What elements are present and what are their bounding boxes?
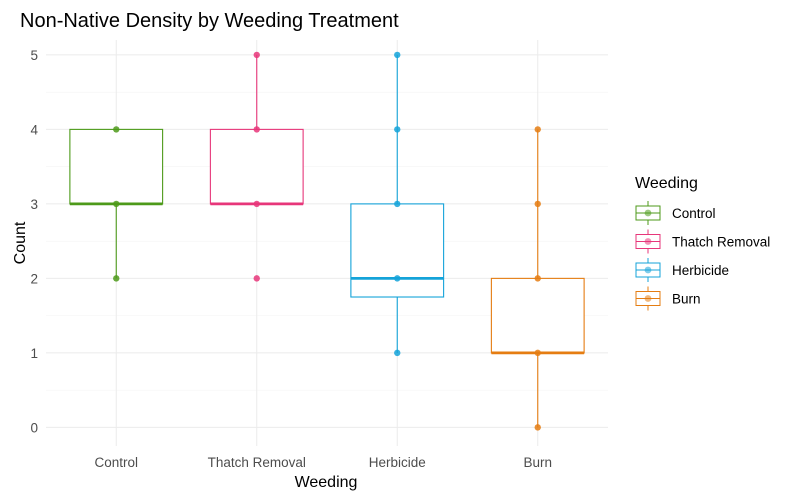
y-tick-label: 0 [30,420,38,435]
y-axis-title: Count [12,221,29,264]
legend-label: Thatch Removal [672,235,770,250]
y-tick-label: 3 [30,197,38,212]
box-control [69,126,164,282]
data-point [394,51,401,59]
y-axis-ticks: 0 1 2 3 4 5 [30,48,38,435]
x-axis-ticks: Control Thatch Removal Herbicide Burn [94,455,552,470]
x-tick-label: Burn [523,455,552,470]
grid [46,40,608,446]
data-point [253,126,260,133]
data-point [113,275,120,282]
x-tick-label: Control [94,455,138,470]
box-body [209,128,304,205]
data-point [534,275,541,282]
legend-label: Control [672,206,716,221]
x-tick-label: Herbicide [369,455,426,470]
legend-label: Burn [672,292,701,307]
data-point [113,200,120,208]
box-body [490,277,585,354]
chart-title: Non-Native Density by Weeding Treatment [20,10,399,32]
box-body [350,203,445,298]
data-point [253,200,260,208]
data-point [394,126,401,133]
legend-title: Weeding [635,175,698,192]
legend-label: Herbicide [672,263,729,278]
legend-key-point [644,295,652,302]
data-point [253,275,260,282]
legend-key-point [644,238,652,245]
x-tick-label: Thatch Removal [208,455,306,470]
legend-key-point [644,266,652,274]
y-tick-label: 2 [30,271,38,286]
legend-item-thatch-removal: Thatch Removal [635,229,770,254]
legend-item-herbicide: Herbicide [635,258,729,282]
legend-key-point [644,209,652,217]
data-point [534,126,541,133]
data-point [253,51,260,59]
legend-item-burn: Burn [635,286,701,311]
box-thatch-removal [209,51,304,282]
legend-item-control: Control [635,201,716,225]
box-herbicide [350,51,445,357]
data-point [534,200,541,208]
y-tick-label: 5 [30,48,38,63]
box-body [69,128,164,205]
box-burn [490,126,585,431]
data-point [394,200,401,208]
boxes [69,51,585,431]
data-point [113,126,120,133]
data-point [394,275,401,282]
data-point [534,424,541,431]
data-point [534,349,541,357]
legend: Weeding Control Thatch Removal Herbicide Bu… [635,175,770,311]
data-point [394,349,401,357]
x-axis-title: Weeding [295,474,358,491]
y-tick-label: 1 [30,346,38,361]
y-tick-label: 4 [30,122,38,137]
